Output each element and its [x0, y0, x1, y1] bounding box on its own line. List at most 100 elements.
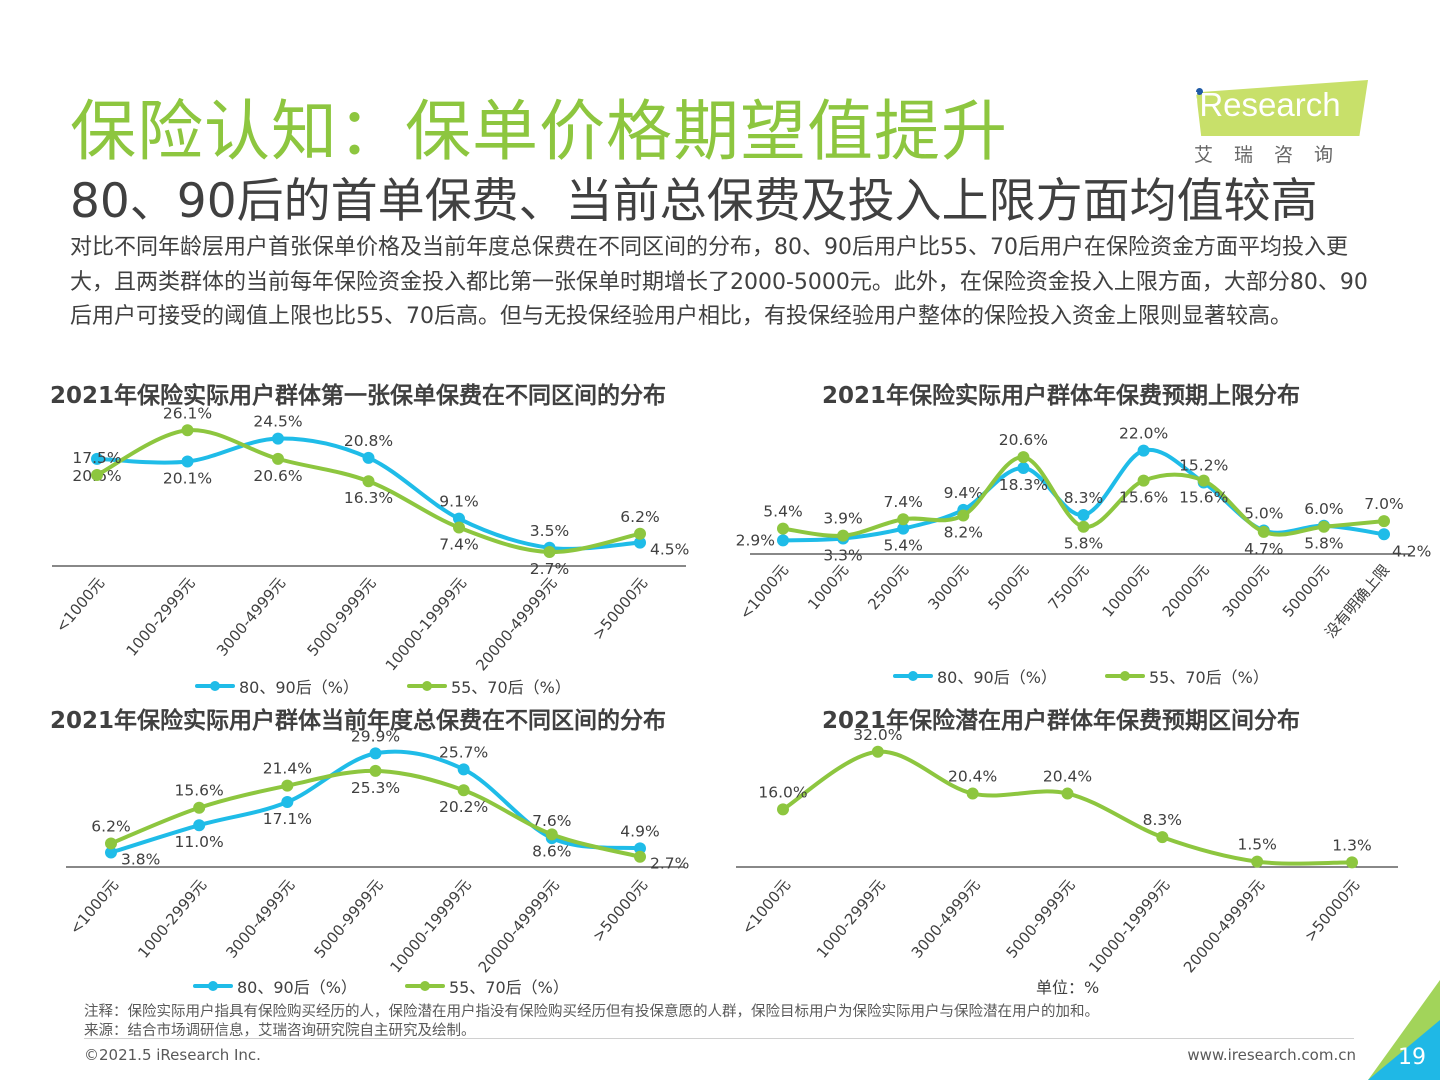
logo-chinese-name: 艾瑞咨询 — [1194, 144, 1355, 166]
data-label: 7.0% — [1364, 495, 1403, 513]
legend-line-green — [1104, 671, 1145, 681]
data-point — [777, 522, 789, 535]
chart3-title: 2021年保险实际用户群体当前年度总保费在不同区间的分布 — [50, 708, 667, 734]
x-tick-label: 2500元 — [864, 561, 912, 613]
data-point — [545, 828, 558, 841]
data-point — [181, 455, 194, 468]
data-label: 20.6% — [999, 431, 1048, 449]
x-tick-label: 1000元 — [804, 561, 852, 613]
data-label: 20.2% — [439, 798, 488, 816]
data-label: 4.2% — [1392, 542, 1431, 560]
data-point — [1251, 855, 1264, 868]
data-point — [871, 745, 884, 758]
data-label: 16.3% — [344, 489, 393, 507]
x-tick-label: >50000元 — [589, 574, 651, 643]
data-label: 15.6% — [1179, 489, 1228, 507]
corner-decoration: 19 — [1368, 980, 1440, 1080]
data-point — [1156, 831, 1169, 844]
x-tick-label: 1000-2999元 — [123, 574, 199, 660]
iresearch-logo: iResearch 艾瑞咨询 — [1188, 76, 1378, 168]
data-label: 5.4% — [884, 537, 923, 555]
data-point — [369, 764, 382, 777]
x-tick-label: 5000元 — [984, 561, 1032, 613]
data-label: 5.4% — [763, 503, 802, 521]
data-label: 6.2% — [620, 508, 659, 526]
data-label: 3.5% — [530, 522, 569, 540]
legend-line-blue — [893, 671, 933, 681]
data-point — [1017, 461, 1030, 474]
chart1-first-policy: <1000元 1000-2999元 3000-4999元 5000-9999元 1000… — [52, 404, 689, 674]
data-point — [193, 819, 206, 832]
data-point — [272, 432, 284, 445]
data-point — [897, 522, 910, 535]
data-label: 17.5% — [72, 449, 121, 467]
data-point — [362, 475, 375, 488]
data-label: 5.0% — [1244, 505, 1283, 523]
data-label: 5.8% — [1064, 535, 1103, 553]
data-label: 15.6% — [175, 782, 224, 800]
legend-item-80-90: 80、90后（%） — [195, 674, 359, 698]
x-tick-label: 1000-2999元 — [813, 876, 889, 962]
x-tick-label: >50000元 — [1301, 876, 1363, 945]
page-title: 保险认知：保单价格期望值提升 — [70, 93, 1008, 170]
data-label: 16.0% — [758, 783, 807, 801]
logo-dot-icon — [1196, 88, 1203, 95]
data-point — [272, 452, 284, 465]
data-label: 25.3% — [351, 779, 400, 797]
chart1-title: 2021年保险实际用户群体第一张保单保费在不同区间的分布 — [50, 383, 667, 409]
x-tick-label: <1000元 — [52, 574, 108, 636]
data-label: 3.8% — [121, 851, 160, 869]
data-label: 21.4% — [263, 760, 312, 778]
legend-line-blue — [193, 981, 233, 991]
data-label: 2.9% — [736, 531, 775, 549]
data-point — [777, 534, 789, 547]
data-label: 4.9% — [620, 822, 659, 840]
data-point — [966, 787, 979, 800]
x-tick-label: 3000-4999元 — [908, 876, 984, 962]
data-point — [1137, 474, 1150, 487]
data-point — [1378, 528, 1390, 541]
data-label: 6.2% — [91, 817, 130, 835]
x-tick-label: <1000元 — [736, 561, 792, 623]
x-tick-label: 10000-19999元 — [386, 876, 474, 976]
data-label: 15.6% — [1119, 489, 1168, 507]
data-point — [837, 529, 850, 542]
unit-label: 单位：% — [1036, 978, 1100, 997]
data-label: 7.4% — [884, 493, 923, 511]
data-point — [453, 521, 465, 534]
x-tick-label: 3000元 — [924, 561, 972, 613]
legend-label: 55、70后（%） — [450, 678, 571, 697]
x-tick-label: 50000元 — [1279, 561, 1333, 621]
page-number: 19 — [1398, 1045, 1426, 1070]
legend-item-80-90: 80、90后（%） — [893, 664, 1057, 688]
data-point — [1137, 444, 1150, 457]
data-point — [281, 796, 294, 809]
legend-label: 80、90后（%） — [239, 678, 359, 697]
data-label: 15.2% — [1179, 457, 1228, 475]
data-point — [1017, 451, 1030, 464]
chart2-upper-limit: <1000元 1000元 2500元 3000元 5000元 7500元 10000元 200… — [736, 425, 1432, 642]
x-tick-label: 20000-49999元 — [1180, 876, 1268, 976]
data-point — [777, 803, 789, 816]
data-point — [1077, 508, 1090, 521]
legend-item-55-70: 55、70后（%） — [1104, 664, 1269, 688]
page-subtitle: 80、90后的首单保费、当前总保费及投入上限方面均值较高 — [70, 174, 1318, 229]
data-label: 20.6% — [253, 467, 302, 485]
data-label: 6.0% — [1304, 500, 1343, 518]
website-link[interactable]: www.iresearch.com.cn — [1187, 1046, 1356, 1064]
x-tick-label: 5000-9999元 — [1003, 876, 1079, 962]
data-point — [91, 452, 103, 465]
chart2-legend: 80、90后（%） 55、70后（%） — [893, 664, 1269, 688]
legend-item-80-90: 80、90后（%） — [193, 974, 357, 998]
data-point — [1378, 515, 1390, 528]
data-point — [634, 842, 646, 855]
data-point — [105, 846, 117, 859]
data-label: 17.1% — [263, 810, 312, 828]
data-point — [181, 424, 194, 437]
x-tick-label: 30000元 — [1219, 561, 1273, 621]
data-label: 18.3% — [999, 476, 1048, 494]
x-tick-label: 3000-4999元 — [222, 876, 298, 962]
data-point — [634, 527, 646, 540]
data-label: 20.8% — [344, 432, 393, 450]
data-label: 2.7% — [650, 855, 689, 873]
